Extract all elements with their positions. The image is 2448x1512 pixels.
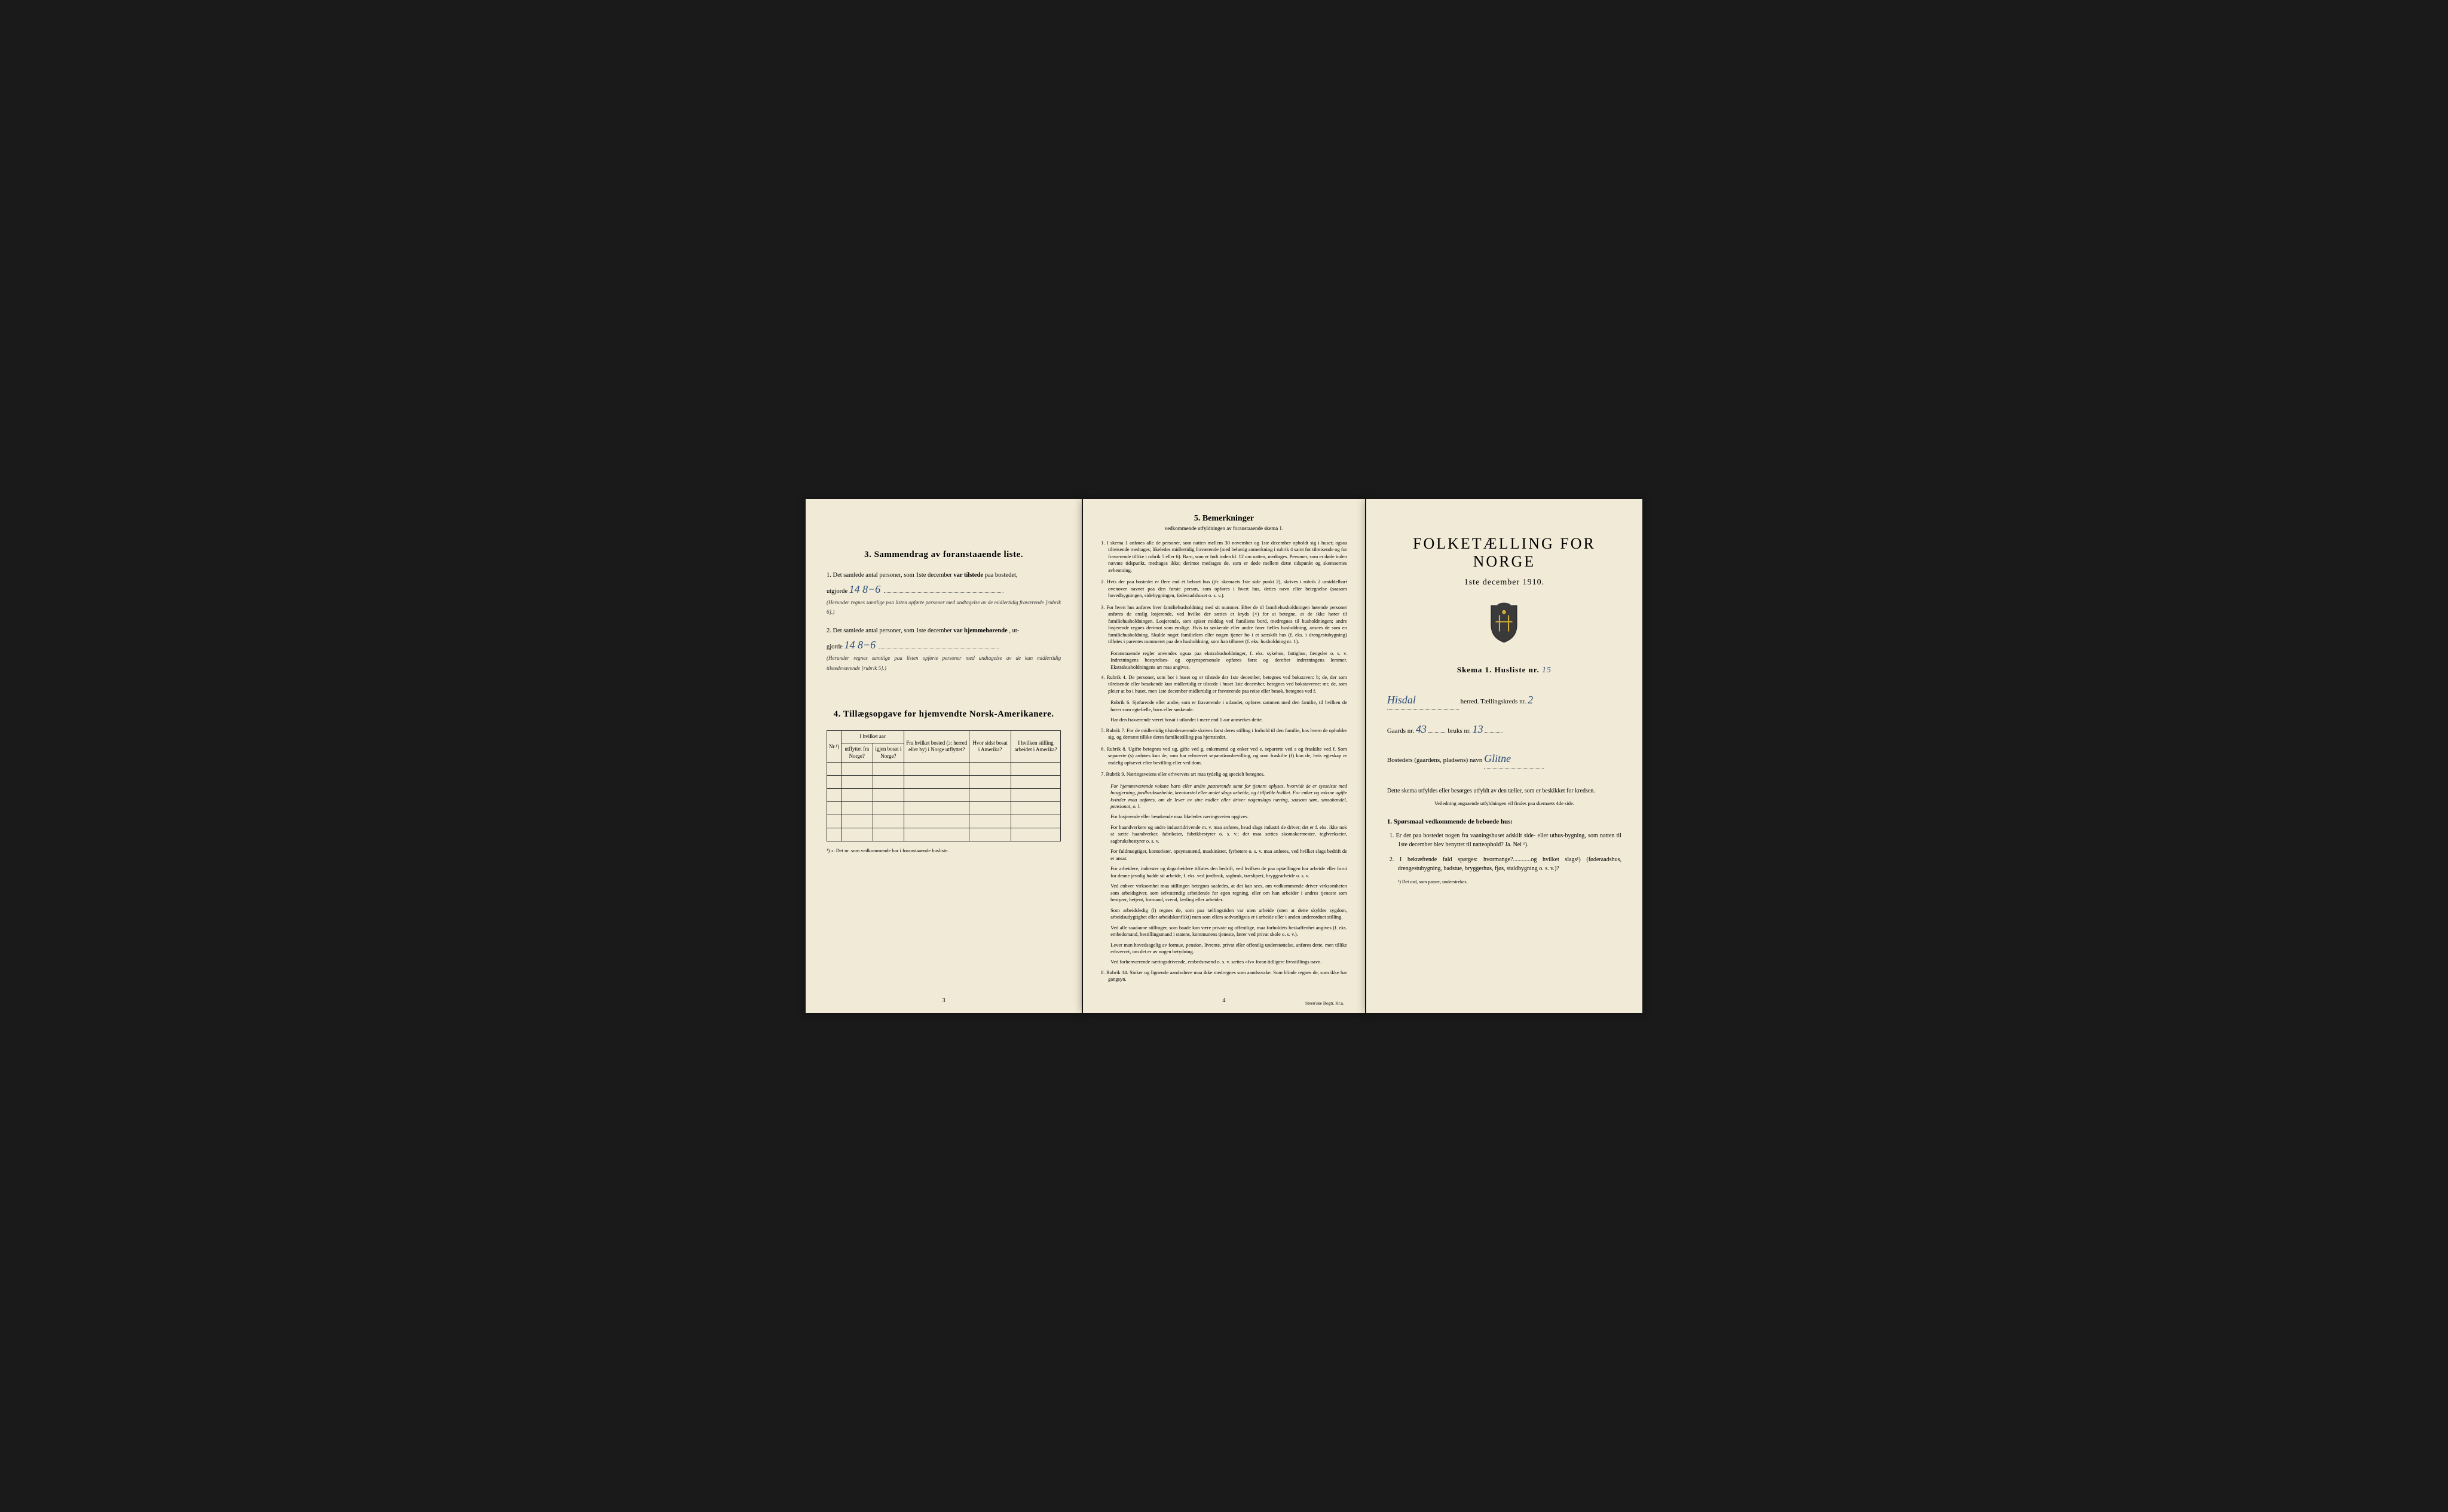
america-table: Nr.¹) I hvilket aar Fra hvilket bosted (…: [827, 730, 1061, 841]
question-1: 1. Er der paa bostedet nogen fra vaaning…: [1387, 831, 1621, 849]
remark-7c: For haandverkere og andre industridriven…: [1101, 824, 1347, 844]
remark-5: 5. Rubrik 7. For de midlertidig tilstede…: [1101, 727, 1347, 741]
handwritten-2: 14 8−6: [844, 636, 876, 654]
document-container: 3. Sammendrag av foranstaaende liste. 1.…: [806, 499, 1642, 1013]
page-num-3: 3: [943, 997, 945, 1004]
remark-7h: Ved alle saadanne stillinger, som baade …: [1101, 925, 1347, 938]
question-2: 2. I bekræftende fald spørges: hvormange…: [1387, 855, 1621, 873]
remark-7: 7. Rubrik 9. Næringsveiens eller erhverv…: [1101, 771, 1347, 778]
table-row: [827, 776, 1061, 789]
section-3: 3. Sammendrag av foranstaaende liste. 1.…: [827, 550, 1061, 674]
handwritten-1: 14 8−6: [849, 581, 881, 598]
herred-line: Hisdal herred. Tællingskreds nr. 2: [1387, 690, 1621, 710]
section-3-header: 3. Sammendrag av foranstaaende liste.: [827, 550, 1061, 560]
date-line: 1ste december 1910.: [1387, 578, 1621, 587]
table-row: [827, 802, 1061, 815]
right-footnote: ¹) Det ord, som passer, understrekes.: [1387, 879, 1621, 884]
section-5-sub: vedkommende utfyldningen av foranstaaend…: [1101, 525, 1347, 531]
col-stilling: I hvilken stilling arbeidet i Amerika?: [1011, 731, 1060, 763]
remark-4b: Har den fraværende været bosat i utlande…: [1101, 717, 1347, 723]
section-5-header: 5. Bemerkninger: [1101, 514, 1347, 524]
remark-7j: Ved forhenværende næringsdrivende, embed…: [1101, 959, 1347, 965]
remark-7f: Ved enhver virksomhet maa stillingen bet…: [1101, 883, 1347, 903]
col-bosted: Fra hvilket bosted (ɔ: herred eller by) …: [904, 731, 969, 763]
section-4: 4. Tillægsopgave for hjemvendte Norsk-Am…: [827, 709, 1061, 853]
item-1: 1. Det samlede antal personer, som 1ste …: [827, 571, 1061, 618]
panel-middle: 5. Bemerkninger vedkommende utfyldningen…: [1083, 499, 1365, 1013]
remark-8: 8. Rubrik 14. Sinker og lignende aandssl…: [1101, 969, 1347, 983]
remark-4: 4. Rubrik 4. De personer, som bor i huse…: [1101, 674, 1347, 694]
table-row: [827, 789, 1061, 802]
remark-3-sub: Foranstaaende regler anvendes ogsaa paa …: [1101, 650, 1347, 671]
printer-note: Steen'ske Bogtr. Kr.a.: [1305, 1000, 1344, 1006]
col-nr: Nr.¹): [827, 731, 842, 763]
remark-7d: For fuldmægtiger, kontorister, opsynsmæn…: [1101, 848, 1347, 862]
bosted-line: Bostedets (gaardens, pladsens) navn Glit…: [1387, 749, 1621, 769]
col-amerika: Hvor sidst bosat i Amerika?: [969, 731, 1011, 763]
remark-7a: For hjemmeværende voksne barn eller andr…: [1101, 783, 1347, 810]
remark-6: 6. Rubrik 8. Ugifte betegnes ved ug, gif…: [1101, 746, 1347, 766]
table-row: [827, 763, 1061, 776]
panel-right: FOLKETÆLLING FOR NORGE 1ste december 191…: [1366, 499, 1642, 1013]
remark-1: 1. I skema 1 anføres alle de personer, s…: [1101, 540, 1347, 574]
remark-2: 2. Hvis der paa bostedet er flere end ét…: [1101, 579, 1347, 599]
table-row: [827, 815, 1061, 828]
main-title: FOLKETÆLLING FOR NORGE: [1387, 535, 1621, 571]
remark-4a: Rubrik 6. Sjøfarende eller andre, som er…: [1101, 699, 1347, 713]
table-row: [827, 828, 1061, 841]
gaards-line: Gaards nr. 43 bruks nr. 13: [1387, 720, 1621, 739]
remark-7b: For losjerende eller besøkende maa likel…: [1101, 813, 1347, 820]
question-header: 1. Spørsmaal vedkommende de beboede hus:: [1387, 818, 1621, 825]
remark-7i: Lever man hovedsagelig av formue, pensio…: [1101, 942, 1347, 956]
skema-line: Skema 1. Husliste nr. 15: [1387, 665, 1621, 675]
col-aar: I hvilket aar: [841, 731, 904, 743]
remark-7g: Som arbeidsledig (l) regnes de, som paa …: [1101, 907, 1347, 921]
remark-7e: For arbeidere, inderster og dagarbeidere…: [1101, 865, 1347, 879]
section-4-header: 4. Tillægsopgave for hjemvendte Norsk-Am…: [827, 709, 1061, 720]
remark-3: 3. For hvert hus anføres hver familiehus…: [1101, 604, 1347, 645]
instructions-small: Veiledning angaaende utfyldningen vil fi…: [1387, 800, 1621, 806]
instructions: Dette skema utfyldes eller besørges utfy…: [1387, 786, 1621, 795]
page-num-4: 4: [1222, 997, 1225, 1004]
item-2: 2. Det samlede antal personer, som 1ste …: [827, 626, 1061, 674]
table-footnote: ¹) ɔ: Det nr. som vedkommende har i fora…: [827, 847, 1061, 853]
panel-left: 3. Sammendrag av foranstaaende liste. 1.…: [806, 499, 1082, 1013]
coat-of-arms-icon: [1387, 602, 1621, 647]
